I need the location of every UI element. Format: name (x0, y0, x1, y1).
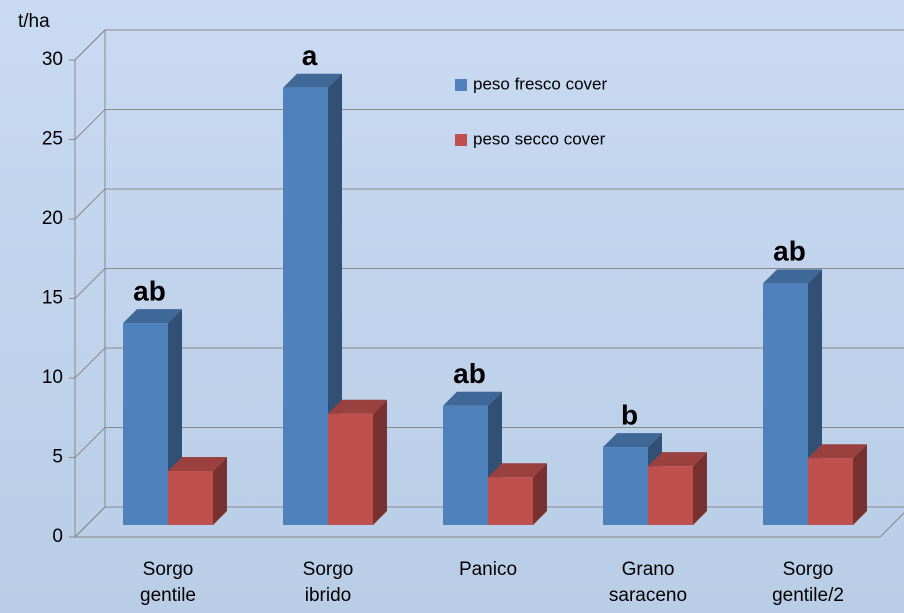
bar-side (693, 452, 707, 525)
y-tick-label: 10 (42, 367, 63, 388)
x-tick-label: Sorgo gentile (140, 559, 196, 606)
x-tick-label: Grano saraceno (609, 559, 687, 606)
grid-line (74, 188, 904, 220)
bar-front (488, 477, 533, 525)
bar (283, 73, 342, 525)
bar-top (488, 463, 547, 478)
bar (808, 444, 867, 525)
bar-top (443, 391, 502, 406)
bar-front (328, 413, 373, 525)
bar-top (283, 73, 342, 88)
bar (648, 452, 707, 525)
y-tick-label: 15 (42, 288, 63, 309)
grid-line (74, 427, 904, 458)
y-tick-label: 25 (42, 129, 63, 150)
bar-front (123, 323, 168, 525)
bar-front (283, 87, 328, 525)
bar (168, 456, 227, 525)
bar-top (603, 433, 662, 448)
bar-side (213, 456, 227, 525)
y-tick-label: 0 (52, 526, 63, 547)
annotation: ab (453, 358, 486, 389)
bar-top (328, 399, 387, 414)
grid-line (74, 268, 904, 299)
legend-swatch (455, 134, 467, 146)
bar-side (533, 463, 547, 525)
grid-line (74, 347, 904, 379)
legend-swatch (455, 79, 467, 91)
y-tick-label: 30 (42, 49, 63, 70)
bar-top (648, 452, 707, 467)
y-tick-label: 20 (42, 208, 63, 229)
bar-front (168, 470, 213, 525)
bar-front (763, 283, 808, 525)
bar-top (808, 444, 867, 459)
x-tick-label: Sorgo ibrido (303, 559, 354, 606)
legend-label: peso secco cover (473, 129, 606, 148)
legend-label: peso fresco cover (473, 74, 608, 93)
bar-top (123, 309, 182, 324)
bar-side (373, 399, 387, 525)
annotation: a (302, 40, 318, 71)
grid-line (74, 29, 904, 61)
y-tick-label: 5 (52, 447, 63, 468)
bar (488, 463, 547, 525)
annotation: ab (133, 275, 166, 306)
grid-line (74, 109, 904, 140)
annotation: b (621, 399, 638, 430)
x-tick-label: Panico (459, 559, 517, 580)
bar-side (853, 444, 867, 525)
annotation: ab (773, 236, 806, 267)
y-axis-label: t/ha (18, 11, 50, 32)
bar-front (443, 405, 488, 525)
bar-front (648, 466, 693, 525)
bar (328, 399, 387, 525)
bar-front (808, 458, 853, 525)
bar-top (168, 456, 227, 471)
bar-front (603, 447, 648, 525)
bar-top (763, 269, 822, 284)
bar (123, 309, 182, 525)
x-tick-label: Sorgo gentile/2 (772, 559, 844, 606)
